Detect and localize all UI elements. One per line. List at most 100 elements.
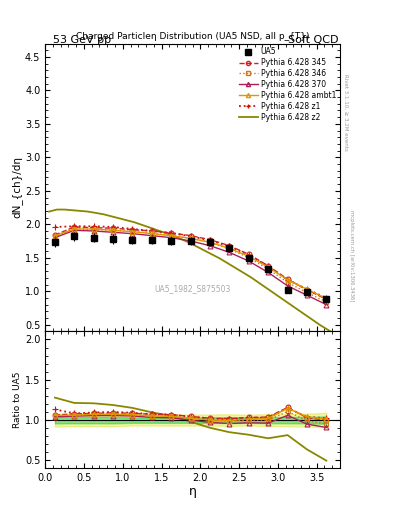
Pythia 6.428 370 (285, 283, 290, 289)
Pythia 6.428 z1 (188, 233, 193, 240)
Pythia 6.428 370 (149, 232, 154, 239)
Pythia 6.428 z1 (72, 223, 77, 229)
Pythia 6.428 ambt1 (149, 230, 154, 237)
Pythia 6.428 z1 (130, 226, 135, 232)
Pythia 6.428 345 (130, 227, 135, 233)
Pythia 6.428 346 (305, 289, 309, 295)
Pythia 6.428 345 (149, 228, 154, 234)
Pythia 6.428 370 (130, 230, 135, 237)
Pythia 6.428 z2 (116, 215, 121, 221)
Text: Rivet 3.1.10, ≥ 3.2M events: Rivet 3.1.10, ≥ 3.2M events (343, 74, 348, 151)
Text: 53 GeV pp: 53 GeV pp (53, 35, 111, 45)
Pythia 6.428 z2 (62, 206, 67, 212)
Pythia 6.428 370 (188, 238, 193, 244)
Pythia 6.428 z1 (208, 237, 212, 243)
Pythia 6.428 370 (208, 243, 212, 249)
Title: Charged Particleη Distribution (UA5 NSD, all p_{T}): Charged Particleη Distribution (UA5 NSD,… (76, 32, 309, 41)
Pythia 6.428 z2 (209, 251, 214, 258)
Pythia 6.428 370 (91, 228, 96, 234)
Pythia 6.428 345 (72, 224, 77, 230)
Pythia 6.428 ambt1 (324, 295, 329, 302)
Line: Pythia 6.428 z1: Pythia 6.428 z1 (52, 224, 329, 301)
Pythia 6.428 z2 (310, 317, 315, 323)
Pythia 6.428 ambt1 (169, 232, 174, 239)
Pythia 6.428 z1 (227, 243, 232, 249)
Pythia 6.428 ambt1 (130, 228, 135, 234)
Pythia 6.428 z2 (202, 247, 207, 253)
Pythia 6.428 ambt1 (285, 277, 290, 283)
Pythia 6.428 z1 (91, 223, 96, 229)
Text: Soft QCD: Soft QCD (288, 35, 339, 45)
Pythia 6.428 z2 (171, 232, 176, 239)
Pythia 6.428 z2 (241, 269, 245, 275)
Line: Pythia 6.428 345: Pythia 6.428 345 (52, 225, 329, 302)
Pythia 6.428 z2 (295, 306, 299, 312)
Pythia 6.428 345 (111, 225, 116, 231)
Text: mcplots.cern.ch [arXiv:1306.3436]: mcplots.cern.ch [arXiv:1306.3436] (349, 210, 354, 302)
Pythia 6.428 370 (72, 227, 77, 233)
Pythia 6.428 z2 (272, 290, 276, 296)
Pythia 6.428 ambt1 (72, 226, 77, 232)
Pythia 6.428 z2 (93, 210, 98, 216)
Pythia 6.428 z2 (318, 322, 323, 328)
Pythia 6.428 z2 (47, 208, 51, 215)
Pythia 6.428 ambt1 (227, 245, 232, 251)
Pythia 6.428 370 (246, 258, 251, 264)
Line: Pythia 6.428 ambt1: Pythia 6.428 ambt1 (52, 226, 329, 301)
Pythia 6.428 z2 (287, 301, 292, 307)
Pythia 6.428 346 (227, 246, 232, 252)
Pythia 6.428 346 (324, 299, 329, 305)
Pythia 6.428 345 (188, 232, 193, 239)
Pythia 6.428 ambt1 (208, 239, 212, 245)
Pythia 6.428 346 (208, 239, 212, 245)
Pythia 6.428 ambt1 (305, 286, 309, 292)
Pythia 6.428 370 (324, 302, 329, 308)
Pythia 6.428 346 (91, 227, 96, 233)
Line: Pythia 6.428 z2: Pythia 6.428 z2 (49, 209, 336, 335)
Pythia 6.428 z2 (303, 312, 307, 318)
Y-axis label: Ratio to UA5: Ratio to UA5 (13, 372, 22, 428)
Pythia 6.428 345 (227, 243, 232, 249)
Pythia 6.428 ambt1 (188, 236, 193, 242)
Pythia 6.428 346 (285, 280, 290, 286)
Pythia 6.428 345 (169, 230, 174, 236)
Pythia 6.428 ambt1 (91, 226, 96, 232)
Pythia 6.428 z2 (86, 208, 90, 215)
Pythia 6.428 346 (266, 266, 270, 272)
Pythia 6.428 z2 (233, 265, 238, 271)
Pythia 6.428 z1 (149, 228, 154, 234)
Pythia 6.428 z1 (53, 224, 57, 230)
Pythia 6.428 z2 (55, 206, 59, 212)
Pythia 6.428 z2 (78, 208, 83, 214)
Pythia 6.428 z1 (324, 295, 329, 301)
Pythia 6.428 z2 (124, 217, 129, 223)
Pythia 6.428 346 (53, 233, 57, 240)
Pythia 6.428 345 (324, 296, 329, 302)
Pythia 6.428 345 (266, 263, 270, 269)
Pythia 6.428 z2 (194, 243, 199, 249)
Text: UA5_1982_S875503: UA5_1982_S875503 (154, 284, 231, 293)
Pythia 6.428 z1 (111, 224, 116, 230)
Pythia 6.428 z1 (305, 286, 309, 292)
Pythia 6.428 345 (53, 232, 57, 238)
Pythia 6.428 z2 (140, 222, 145, 228)
Pythia 6.428 346 (130, 228, 135, 234)
Pythia 6.428 ambt1 (246, 253, 251, 260)
Pythia 6.428 ambt1 (53, 232, 57, 239)
Pythia 6.428 345 (246, 251, 251, 258)
Pythia 6.428 370 (53, 234, 57, 241)
Pythia 6.428 346 (149, 230, 154, 236)
Pythia 6.428 z1 (246, 252, 251, 258)
Legend: UA5, Pythia 6.428 345, Pythia 6.428 346, Pythia 6.428 370, Pythia 6.428 ambt1, P: UA5, Pythia 6.428 345, Pythia 6.428 346,… (237, 46, 338, 123)
Pythia 6.428 z2 (186, 239, 191, 245)
Pythia 6.428 z2 (155, 227, 160, 233)
Pythia 6.428 370 (169, 234, 174, 241)
Pythia 6.428 345 (285, 276, 290, 282)
Line: Pythia 6.428 346: Pythia 6.428 346 (52, 226, 329, 304)
Pythia 6.428 z1 (266, 263, 270, 269)
Pythia 6.428 z2 (132, 219, 137, 225)
Pythia 6.428 z2 (264, 285, 269, 291)
Pythia 6.428 370 (111, 229, 116, 236)
Pythia 6.428 z2 (217, 255, 222, 262)
Pythia 6.428 346 (188, 236, 193, 242)
